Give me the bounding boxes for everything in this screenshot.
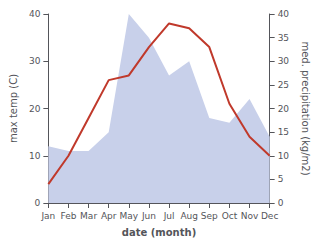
svg-text:Mar: Mar bbox=[80, 211, 97, 221]
svg-text:Jun: Jun bbox=[141, 211, 156, 221]
svg-text:Feb: Feb bbox=[61, 211, 77, 221]
svg-text:40: 40 bbox=[29, 9, 41, 19]
svg-text:Dec: Dec bbox=[261, 211, 278, 221]
svg-text:Nov: Nov bbox=[241, 211, 259, 221]
svg-text:15: 15 bbox=[278, 127, 289, 137]
svg-text:May: May bbox=[120, 211, 139, 221]
svg-text:0: 0 bbox=[35, 198, 41, 208]
svg-text:Sep: Sep bbox=[201, 211, 218, 221]
svg-text:25: 25 bbox=[278, 80, 289, 90]
svg-text:Aug: Aug bbox=[180, 211, 198, 221]
svg-text:35: 35 bbox=[278, 33, 289, 43]
svg-text:Apr: Apr bbox=[101, 211, 117, 221]
svg-text:10: 10 bbox=[29, 151, 41, 161]
svg-text:date (month): date (month) bbox=[122, 227, 196, 238]
svg-text:10: 10 bbox=[278, 151, 290, 161]
svg-text:30: 30 bbox=[29, 56, 41, 66]
svg-text:40: 40 bbox=[278, 9, 290, 19]
svg-text:20: 20 bbox=[278, 104, 290, 114]
svg-text:Jul: Jul bbox=[163, 211, 175, 221]
svg-text:5: 5 bbox=[278, 174, 284, 184]
svg-text:20: 20 bbox=[29, 104, 41, 114]
svg-text:30: 30 bbox=[278, 56, 290, 66]
svg-text:max temp (C): max temp (C) bbox=[8, 74, 19, 143]
svg-text:med. precipitation (kg/m2): med. precipitation (kg/m2) bbox=[300, 41, 311, 175]
svg-text:0: 0 bbox=[278, 198, 284, 208]
svg-text:Oct: Oct bbox=[222, 211, 238, 221]
svg-text:Jan: Jan bbox=[40, 211, 55, 221]
